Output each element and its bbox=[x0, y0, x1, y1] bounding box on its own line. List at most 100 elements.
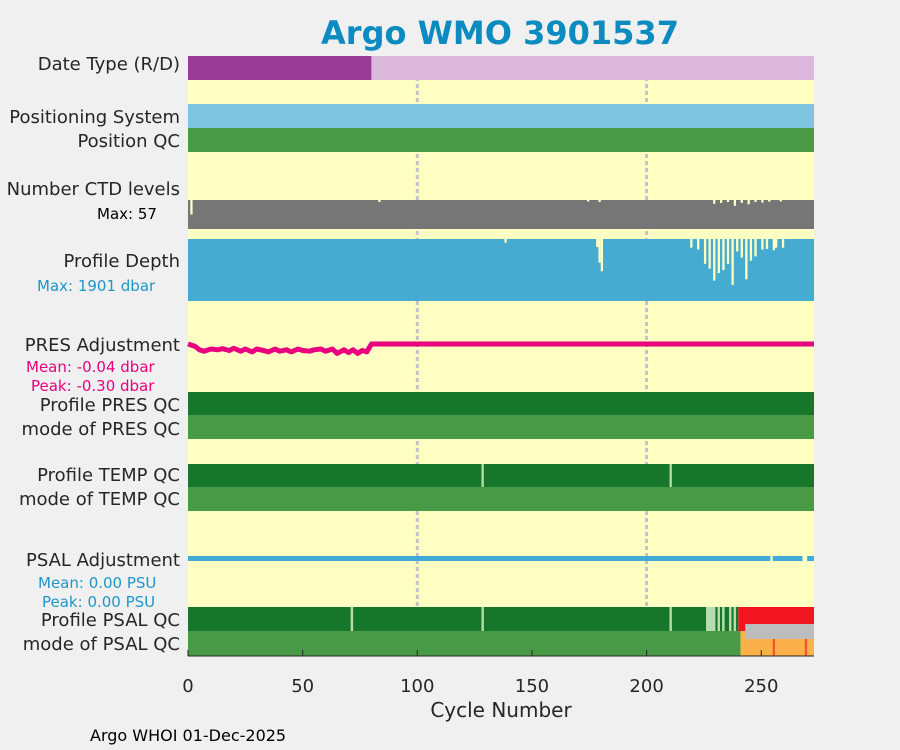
profile-depth-dip bbox=[745, 239, 748, 280]
profile-psal-qc-segment-B bbox=[669, 607, 672, 631]
profile-depth-dip bbox=[703, 239, 707, 264]
pres-mean-label: Mean: -0.04 dbar bbox=[26, 358, 156, 376]
profile-psal-qc-segment-B bbox=[717, 607, 720, 631]
chart-rows bbox=[187, 56, 814, 656]
profile-depth-dip bbox=[761, 239, 764, 250]
profile-psal-qc-segment-A bbox=[736, 607, 739, 631]
ctd-level-dip bbox=[747, 200, 750, 205]
x-tick-label-150: 150 bbox=[515, 676, 549, 697]
profile-psal-qc-segment-B bbox=[729, 607, 732, 631]
profile-depth-dip bbox=[731, 239, 734, 285]
ctd-level-dip bbox=[754, 200, 757, 203]
profile-depth-dip bbox=[600, 239, 604, 272]
profile-psal-qc-segment-A bbox=[719, 607, 723, 631]
ctd-max-label: Max: 57 bbox=[97, 205, 157, 223]
profile-depth-dip bbox=[772, 239, 776, 251]
profile-temp-qc-bar bbox=[188, 464, 814, 487]
psal-mean-label: Mean: 0.00 PSU bbox=[38, 574, 156, 592]
positioning-system-bar bbox=[188, 104, 814, 128]
profile-psal-qc-segment-B bbox=[350, 607, 354, 631]
chart-title: Argo WMO 3901537 bbox=[321, 14, 679, 52]
profile-depth-dip bbox=[781, 239, 785, 248]
profile-depth-dip bbox=[713, 239, 716, 281]
mode-psal-qc-mark bbox=[804, 639, 808, 656]
row-labels: Date Type (R/D) Positioning System Posit… bbox=[7, 54, 180, 655]
profile-pres-qc-bar bbox=[188, 392, 814, 415]
label-mode-temp-qc: mode of TEMP QC bbox=[19, 489, 180, 510]
ctd-level-dip bbox=[719, 200, 723, 203]
profile-depth-dip bbox=[690, 239, 693, 248]
x-tick-label-100: 100 bbox=[400, 676, 434, 697]
profile-depth-dip bbox=[596, 239, 599, 248]
x-tick-label-250: 250 bbox=[744, 676, 778, 697]
ctd-level-dip bbox=[190, 200, 193, 215]
label-position-qc: Position QC bbox=[77, 131, 180, 152]
pres-peak-label: Peak: -0.30 dbar bbox=[31, 377, 155, 395]
profile-temp-qc-break bbox=[481, 464, 484, 487]
ctd-level-dip bbox=[726, 200, 730, 203]
profile-psal-qc-segment-A bbox=[483, 607, 670, 631]
profile-depth-dip bbox=[765, 239, 769, 249]
mode-temp-qc-bar bbox=[188, 487, 814, 511]
depth-max-label: Max: 1901 dbar bbox=[37, 277, 156, 295]
label-profile-pres-qc: Profile PRES QC bbox=[40, 395, 180, 416]
profile-depth-dip bbox=[722, 239, 725, 270]
footer-credit: Argo WHOI 01-Dec-2025 bbox=[90, 726, 286, 745]
x-tick-label-50: 50 bbox=[291, 676, 314, 697]
profile-psal-qc-segment-A bbox=[188, 607, 351, 631]
ctd-levels-bar bbox=[188, 200, 814, 229]
x-axis-label: Cycle Number bbox=[430, 698, 572, 722]
profile-depth-dip bbox=[775, 239, 778, 248]
profile-psal-qc-segment-B bbox=[733, 607, 737, 631]
mode-psal-qc-gray-band bbox=[745, 624, 814, 639]
mode-psal-qc-mark bbox=[772, 639, 776, 656]
profile-depth-dip bbox=[726, 239, 730, 264]
x-axis: 0 50 100 150 200 250 Cycle Number bbox=[182, 650, 814, 722]
label-psal-adjustment: PSAL Adjustment bbox=[26, 550, 180, 571]
psal-adjustment-gap bbox=[770, 555, 773, 562]
profile-depth-bar bbox=[188, 239, 814, 301]
x-tick-label-200: 200 bbox=[629, 676, 663, 697]
psal-adjustment-line bbox=[188, 556, 814, 561]
label-ctd-levels: Number CTD levels bbox=[7, 179, 180, 200]
profile-depth-dip bbox=[504, 239, 507, 243]
ctd-level-dip bbox=[768, 200, 771, 202]
ctd-level-dip bbox=[740, 200, 743, 203]
row-sublabels: Max: 57 Max: 1901 dbar Mean: -0.04 dbar … bbox=[26, 205, 157, 611]
profile-depth-dip bbox=[736, 239, 739, 252]
mode-pres-qc-bar bbox=[188, 415, 814, 439]
profile-depth-dip bbox=[754, 239, 757, 257]
label-mode-pres-qc: mode of PRES QC bbox=[22, 419, 180, 440]
label-mode-psal-qc: mode of PSAL QC bbox=[23, 634, 180, 655]
profile-depth-dip bbox=[717, 239, 720, 274]
label-profile-psal-qc: Profile PSAL QC bbox=[41, 610, 180, 631]
ctd-level-dip bbox=[586, 200, 590, 202]
label-profile-temp-qc: Profile TEMP QC bbox=[37, 465, 180, 486]
x-tick-label-0: 0 bbox=[182, 676, 193, 697]
date-type-segment-R bbox=[188, 56, 372, 80]
profile-depth-dip bbox=[697, 239, 700, 250]
ctd-level-dip bbox=[761, 200, 764, 203]
profile-psal-qc-segment-A bbox=[715, 607, 718, 631]
profile-depth-dip bbox=[598, 239, 601, 263]
ctd-level-dip bbox=[713, 200, 716, 204]
ctd-level-dip bbox=[779, 200, 782, 202]
ctd-level-dip bbox=[733, 200, 737, 206]
profile-psal-qc-segment-A bbox=[724, 607, 730, 631]
ctd-level-dip bbox=[378, 200, 381, 203]
profile-psal-qc-segment-A bbox=[731, 607, 734, 631]
label-positioning-system: Positioning System bbox=[9, 107, 180, 128]
profile-psal-qc-segment-B bbox=[481, 607, 484, 631]
x-ticks: 0 50 100 150 200 250 bbox=[182, 650, 778, 697]
profile-depth-dip bbox=[740, 239, 743, 258]
label-pres-adjustment: PRES Adjustment bbox=[25, 335, 180, 356]
psal-peak-label: Peak: 0.00 PSU bbox=[42, 593, 155, 611]
profile-psal-qc-segment-A bbox=[353, 607, 482, 631]
ctd-level-dip bbox=[598, 200, 601, 203]
profile-psal-qc-segment-A bbox=[671, 607, 707, 631]
profile-depth-dip bbox=[749, 239, 753, 261]
profile-temp-qc-break bbox=[669, 464, 672, 487]
psal-adjustment-gap bbox=[802, 555, 808, 562]
position-qc-bar bbox=[188, 128, 814, 152]
